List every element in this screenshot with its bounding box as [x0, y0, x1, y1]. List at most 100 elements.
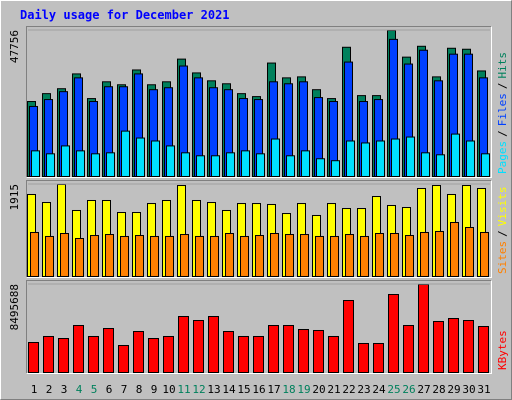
bar	[436, 154, 445, 178]
bar	[106, 152, 115, 177]
bar	[90, 235, 99, 278]
bar	[466, 140, 475, 177]
bar	[313, 329, 324, 374]
x-tick-label: 18	[282, 383, 295, 396]
bar	[196, 155, 205, 177]
bar	[118, 344, 129, 374]
legend: Sites / Visits	[496, 187, 509, 275]
bar	[238, 335, 249, 373]
x-tick-label: 2	[46, 383, 53, 396]
bar	[225, 233, 234, 277]
legend-entry: Sites	[496, 241, 509, 274]
bar	[376, 140, 385, 177]
bar	[390, 233, 399, 277]
x-tick-label: 16	[252, 383, 265, 396]
bar	[421, 152, 430, 177]
x-tick-label: 7	[121, 383, 128, 396]
x-tick-label: 20	[312, 383, 325, 396]
bar	[75, 237, 84, 278]
bar	[88, 335, 99, 373]
bar	[388, 294, 399, 373]
x-tick-label: 27	[417, 383, 430, 396]
x-tick-label: 30	[462, 383, 475, 396]
bar	[346, 140, 355, 177]
panel-dark	[26, 26, 492, 178]
panel-light	[26, 26, 492, 178]
bar	[345, 234, 354, 277]
bar	[208, 316, 219, 374]
bar	[283, 325, 294, 373]
bar	[150, 235, 159, 277]
x-tick-label: 19	[297, 383, 310, 396]
bar	[30, 231, 39, 277]
bar	[61, 145, 70, 177]
x-tick-label: 25	[387, 383, 400, 396]
bar	[163, 335, 174, 373]
bar	[301, 150, 310, 178]
x-tick-label: 31	[477, 383, 490, 396]
legend: Pages / Files / Hits	[496, 52, 509, 174]
legend-entry: KBytes	[496, 330, 509, 370]
x-tick-label: 4	[76, 383, 83, 396]
bar	[331, 160, 340, 177]
bar	[151, 140, 160, 177]
x-tick-label: 15	[237, 383, 250, 396]
bar	[418, 284, 429, 373]
x-tick-label: 9	[151, 383, 158, 396]
bar	[300, 234, 309, 277]
bar	[375, 233, 384, 277]
x-tick-label: 1	[31, 383, 38, 396]
bar	[361, 142, 370, 178]
bar	[271, 138, 280, 177]
x-tick-label: 23	[357, 383, 370, 396]
x-tick-label: 14	[222, 383, 236, 396]
bar	[60, 233, 69, 277]
bar	[451, 133, 460, 178]
bar	[210, 235, 219, 277]
bar	[211, 155, 220, 177]
x-tick-label: 24	[372, 383, 386, 396]
bar	[285, 234, 294, 277]
x-tick-label: 17	[267, 383, 280, 396]
bar	[195, 235, 204, 277]
bar	[256, 153, 265, 178]
bar	[435, 230, 444, 278]
x-tick-label: 5	[91, 383, 98, 396]
bar	[73, 325, 84, 373]
bar	[373, 342, 384, 373]
bar	[43, 335, 54, 373]
x-tick-label: 28	[432, 383, 445, 396]
bar	[223, 331, 234, 373]
panel-light	[26, 280, 492, 374]
bar	[253, 335, 264, 373]
bar	[358, 342, 369, 373]
bar	[448, 318, 459, 373]
bar	[268, 325, 279, 373]
y-tick-label: 47756	[8, 30, 21, 63]
bar	[45, 235, 54, 277]
bar	[481, 153, 490, 178]
x-tick-label: 10	[162, 383, 175, 396]
bar	[226, 152, 235, 177]
bar	[136, 137, 145, 178]
x-tick-label: 13	[207, 383, 220, 396]
legend-separator: /	[496, 230, 509, 237]
bar	[328, 335, 339, 373]
x-tick-label: 6	[106, 383, 113, 396]
x-tick-label: 29	[447, 383, 460, 396]
y-tick-label: 1915	[8, 184, 21, 211]
x-tick-label: 8	[136, 383, 143, 396]
bar	[120, 235, 129, 277]
bar	[391, 138, 400, 177]
bar	[286, 155, 295, 177]
x-tick-label: 26	[402, 383, 415, 396]
legend-separator: /	[496, 130, 509, 137]
bar	[255, 235, 264, 278]
bar	[330, 235, 339, 277]
bar	[270, 233, 279, 277]
bar	[105, 234, 114, 277]
bar	[193, 320, 204, 374]
bar	[315, 235, 324, 277]
